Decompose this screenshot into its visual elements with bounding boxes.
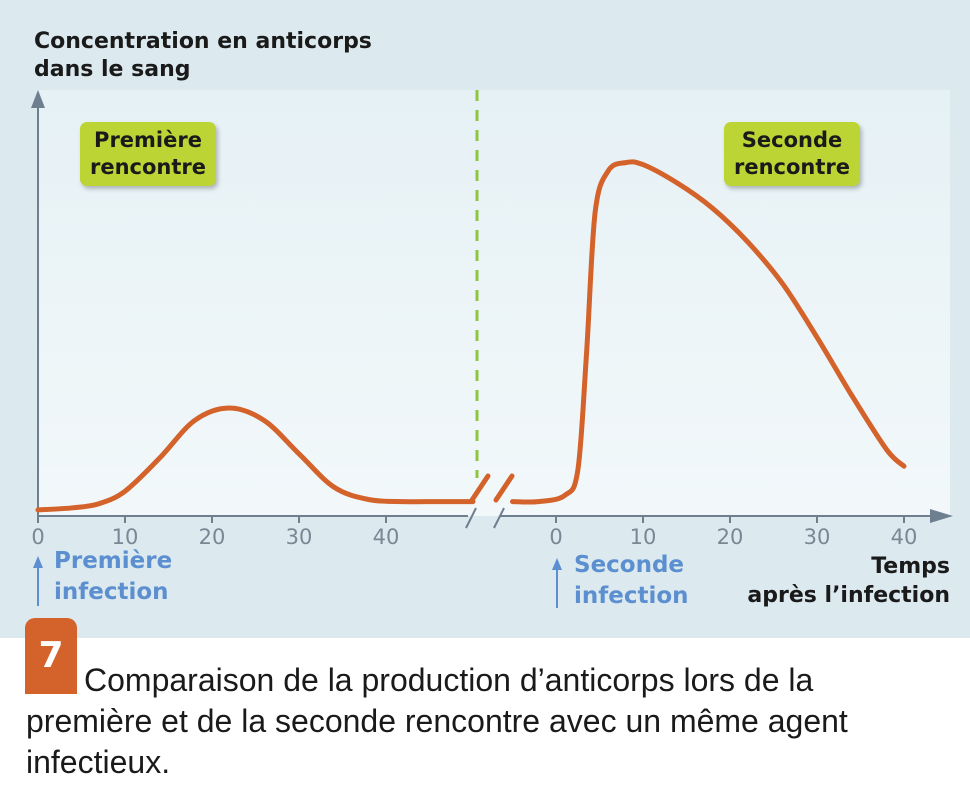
x-tick-label-first-4: 40 xyxy=(373,525,400,549)
first-encounter-label: Première rencontre xyxy=(80,122,217,186)
x-axis-break-mark-2 xyxy=(493,507,505,529)
first-encounter-label-line1: Première xyxy=(94,128,202,152)
x-tick-label-second-1: 10 xyxy=(630,525,657,549)
second-encounter-label-line2: rencontre xyxy=(734,155,851,179)
x-tick-label-first-0: 0 xyxy=(31,525,44,549)
curve-break-mark-1 xyxy=(469,473,491,503)
curve-break-mark-2 xyxy=(493,473,515,503)
x-tick-label-first-3: 30 xyxy=(286,525,313,549)
figure-caption: Comparaison de la production d’anticorps… xyxy=(26,662,848,780)
x-tick-label-second-0: 0 xyxy=(549,525,562,549)
x-axis-title-line1: Temps xyxy=(871,554,950,579)
x-tick-label-second-4: 40 xyxy=(891,525,918,549)
x-tick-label-first-2: 20 xyxy=(199,525,226,549)
y-axis-title-line1: Concentration en anticorps xyxy=(34,29,372,54)
x-axis-title: Temps après l’infection xyxy=(747,552,950,610)
first-infection-label-line2: infection xyxy=(54,579,169,605)
first-encounter-label-line2: rencontre xyxy=(90,155,207,179)
y-axis-title: Concentration en anticorps dans le sang xyxy=(34,28,372,84)
second-infection-label-line1: Seconde xyxy=(574,552,685,578)
y-axis-title-line2: dans le sang xyxy=(34,57,191,82)
x-tick-label-first-1: 10 xyxy=(112,525,139,549)
x-tick-label-second-2: 20 xyxy=(717,525,744,549)
second-encounter-label: Seconde rencontre xyxy=(724,122,861,186)
second-infection-label-line2: infection xyxy=(574,583,689,609)
first-infection-label-line1: Première xyxy=(54,548,173,574)
first-infection-label: Première infection xyxy=(54,546,172,608)
y-axis-arrow xyxy=(31,90,45,108)
x-axis-break-mark-1 xyxy=(465,507,477,529)
second-encounter-label-line1: Seconde xyxy=(741,128,843,152)
curve-first-encounter xyxy=(35,405,476,513)
first-infection-arrow xyxy=(33,556,43,606)
x-axis-title-line2: après l’infection xyxy=(747,583,950,608)
figure-number-badge: 7 xyxy=(25,618,77,694)
second-infection-arrow xyxy=(552,558,562,608)
x-tick-label-second-3: 30 xyxy=(804,525,831,549)
curve-second-encounter xyxy=(510,159,907,505)
antibody-chart: 0 10 20 30 40 0 10 20 30 40 xyxy=(31,90,953,608)
second-infection-label: Seconde infection xyxy=(574,550,689,612)
x-axis-arrow xyxy=(930,509,953,523)
